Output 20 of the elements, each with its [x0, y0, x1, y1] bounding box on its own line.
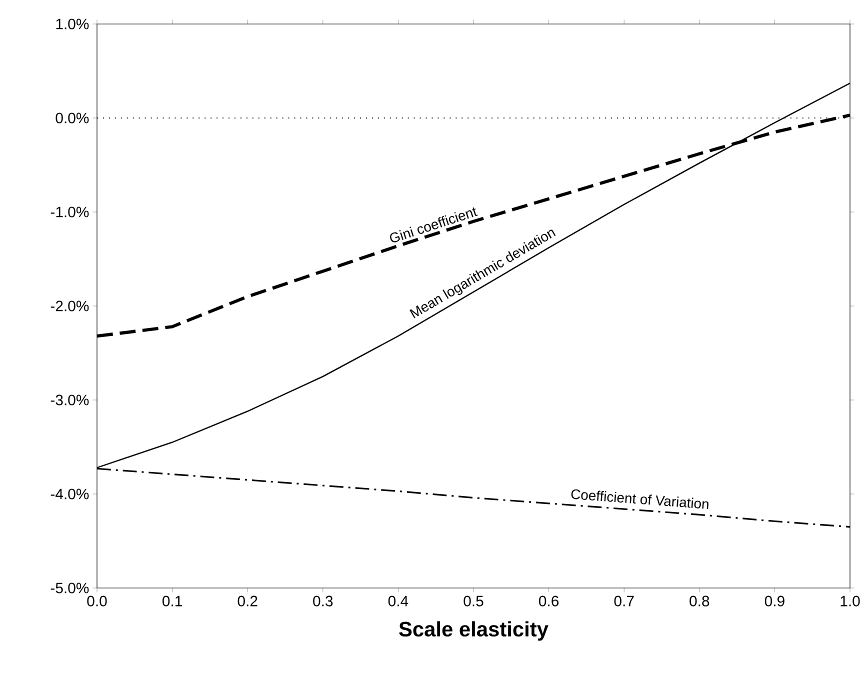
- series-label: Coefficient of Variation: [571, 489, 708, 510]
- x-tick-label: 0.4: [388, 596, 408, 606]
- x-tick-label: 0.2: [238, 596, 258, 606]
- y-tick-label: -4.0%: [50, 488, 89, 500]
- y-tick-label: -2.0%: [50, 300, 89, 312]
- x-tick-label: 0.7: [614, 596, 634, 606]
- x-tick-label: 0.1: [162, 596, 182, 606]
- x-axis-title: Scale elasticity: [399, 621, 548, 641]
- x-tick-label: 1.0: [840, 596, 860, 606]
- y-tick-label: 0.0%: [56, 112, 89, 124]
- x-tick-label: 0.6: [538, 596, 559, 606]
- y-tick-label: -5.0%: [50, 582, 89, 594]
- x-tick-label: 0.9: [764, 596, 784, 606]
- x-tick-label: 0.3: [313, 596, 333, 606]
- y-tick-label: -3.0%: [50, 394, 89, 406]
- x-tick-label: 0.5: [464, 596, 484, 606]
- x-tick-label: 0.8: [690, 596, 710, 606]
- x-tick-label: 0.0: [87, 596, 107, 606]
- y-tick-label: 1.0%: [56, 18, 89, 30]
- y-tick-label: -1.0%: [50, 206, 89, 218]
